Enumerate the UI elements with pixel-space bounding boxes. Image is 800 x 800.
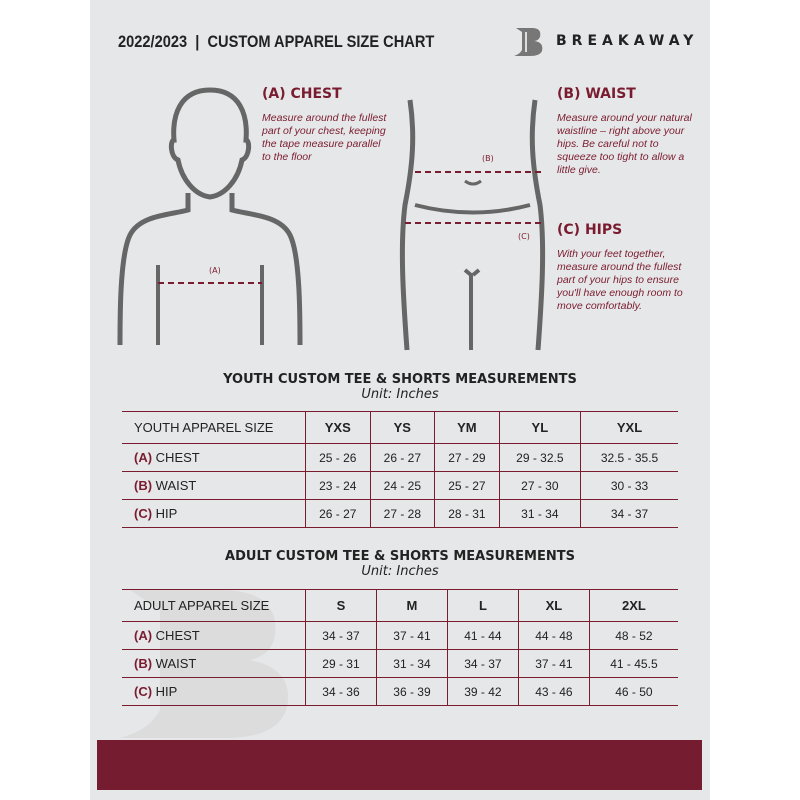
row-tag: (C) [134,506,153,521]
cell: 27 - 29 [434,443,500,472]
row-name: CHEST [155,628,200,643]
adult-section-header: ADULT CUSTOM TEE & SHORTS MEASUREMENTS U… [0,549,800,579]
chest-heading: (A) CHEST [262,86,342,102]
cell: 29 - 32.5 [498,443,581,472]
cell: 37 - 41 [517,649,590,678]
row-tag: (B) [134,656,153,671]
adult-heading: ADULT CUSTOM TEE & SHORTS MEASUREMENTS [225,549,575,564]
row-name: CHEST [155,450,200,465]
row-tag: (A) [134,628,153,643]
size-header: YXL [580,411,678,444]
cell: 24 - 25 [369,471,435,500]
cell: 29 - 31 [305,649,377,678]
cell: 23 - 24 [305,471,371,500]
page-title: 2022/2023 | CUSTOM APPAREL SIZE CHART [118,32,435,51]
cell: 37 - 41 [375,621,448,650]
table-row: (B) WAIST 29 - 31 31 - 34 34 - 37 37 - 41 41… [122,649,678,678]
cell: 34 - 36 [305,677,377,706]
cell: 36 - 39 [375,677,448,706]
hips-heading: (C) HIPS [557,222,623,238]
table-header-row: YOUTH APPAREL SIZE YXS YS YM YL YXL [122,411,678,444]
cell: 46 - 50 [588,677,678,706]
cell: 34 - 37 [305,621,377,650]
cell: 25 - 26 [305,443,371,472]
table-header-row: ADULT APPAREL SIZE S M L XL 2XL [122,589,678,622]
cell: 30 - 33 [580,471,678,500]
footer-band [97,740,702,790]
cell: 26 - 27 [369,443,435,472]
row-tag: (A) [134,450,153,465]
cell: 28 - 31 [434,499,500,528]
table-row: (A) CHEST 25 - 26 26 - 27 27 - 29 29 - 32.5… [122,443,678,472]
size-header: M [375,589,448,622]
cell: 34 - 37 [446,649,519,678]
size-header: S [305,589,377,622]
row-name: WAIST [155,656,197,671]
cell: 26 - 27 [305,499,371,528]
adult-unit: Unit: Inches [361,564,439,579]
cell: 32.5 - 35.5 [580,443,678,472]
table-row: (A) CHEST 34 - 37 37 - 41 41 - 44 44 - 48 48… [122,621,678,650]
waist-marker: (B) [482,154,494,163]
hips-marker: (C) [518,232,530,241]
row-name: HIP [155,684,178,699]
size-header: YL [498,411,581,444]
adult-size-table: ADULT APPAREL SIZE S M L XL 2XL (A) CHES… [122,589,678,706]
size-header: YS [369,411,435,444]
row-tag: (B) [134,478,153,493]
cell: 27 - 28 [369,499,435,528]
row-name: HIP [155,506,178,521]
cell: 48 - 52 [588,621,678,650]
brand-name: BREAKAWAY [556,33,699,49]
cell: 31 - 34 [375,649,448,678]
cell: 41 - 44 [446,621,519,650]
size-header: XL [517,589,590,622]
lower-body-figure [399,99,546,351]
hips-description: With your feet together, measure around … [557,248,683,312]
cell: 43 - 46 [517,677,590,706]
size-label: ADULT APPAREL SIZE [122,589,306,622]
cell: 25 - 27 [434,471,500,500]
waist-description: Measure around your natural waistline – … [557,112,692,176]
size-header: YXS [305,411,371,444]
cell: 41 - 45.5 [588,649,678,678]
cell: 39 - 42 [446,677,519,706]
cell: 27 - 30 [498,471,581,500]
upper-body-figure [117,87,303,346]
youth-unit: Unit: Inches [361,387,439,402]
youth-size-table: YOUTH APPAREL SIZE YXS YS YM YL YXL (A) … [122,411,678,528]
youth-heading: YOUTH CUSTOM TEE & SHORTS MEASUREMENTS [223,372,577,387]
cell: 31 - 34 [498,499,581,528]
cell: 34 - 37 [580,499,678,528]
breakaway-logo-icon [514,28,543,56]
row-name: WAIST [155,478,197,493]
cell: 44 - 48 [517,621,590,650]
size-header: 2XL [588,589,678,622]
youth-section-header: YOUTH CUSTOM TEE & SHORTS MEASUREMENTS U… [0,372,800,402]
size-header: YM [434,411,500,444]
table-row: (C) HIP 34 - 36 36 - 39 39 - 42 43 - 46 46 -… [122,677,678,706]
table-row: (C) HIP 26 - 27 27 - 28 28 - 31 31 - 34 34 -… [122,499,678,528]
chest-marker: (A) [209,266,221,275]
size-label: YOUTH APPAREL SIZE [122,411,306,444]
row-tag: (C) [134,684,153,699]
chest-description: Measure around the fullest part of your … [262,112,387,163]
waist-heading: (B) WAIST [557,86,636,102]
size-header: L [446,589,519,622]
table-row: (B) WAIST 23 - 24 24 - 25 25 - 27 27 - 30 30… [122,471,678,500]
